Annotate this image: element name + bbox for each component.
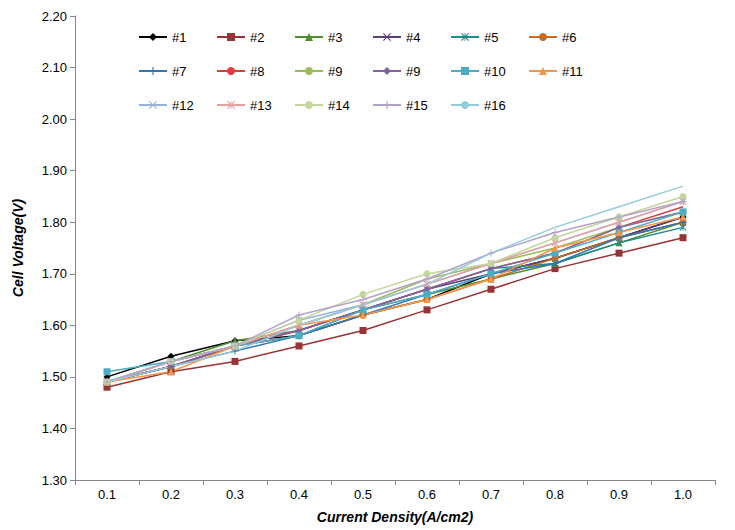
svg-text:1.90: 1.90 <box>42 163 67 178</box>
svg-text:#9: #9 <box>406 64 420 79</box>
svg-text:0.8: 0.8 <box>546 487 564 502</box>
svg-text:1.80: 1.80 <box>42 215 67 230</box>
svg-text:#2: #2 <box>250 30 264 45</box>
svg-text:0.6: 0.6 <box>418 487 436 502</box>
svg-text:Current Density(A/cm2): Current Density(A/cm2) <box>317 509 474 525</box>
svg-text:#4: #4 <box>406 30 420 45</box>
svg-text:#10: #10 <box>484 64 506 79</box>
svg-text:1.70: 1.70 <box>42 266 67 281</box>
svg-text:#5: #5 <box>484 30 498 45</box>
svg-text:1.60: 1.60 <box>42 318 67 333</box>
svg-text:1.50: 1.50 <box>42 369 67 384</box>
svg-text:#14: #14 <box>328 98 350 113</box>
svg-text:#1: #1 <box>172 30 186 45</box>
svg-text:0.4: 0.4 <box>290 487 308 502</box>
svg-text:2.00: 2.00 <box>42 112 67 127</box>
svg-text:0.7: 0.7 <box>482 487 500 502</box>
svg-text:#16: #16 <box>484 98 506 113</box>
svg-text:#3: #3 <box>328 30 342 45</box>
svg-text:#6: #6 <box>562 30 576 45</box>
svg-text:1.40: 1.40 <box>42 421 67 436</box>
svg-text:0.9: 0.9 <box>610 487 628 502</box>
svg-text:0.2: 0.2 <box>162 487 180 502</box>
svg-text:2.10: 2.10 <box>42 60 67 75</box>
svg-text:#12: #12 <box>172 98 194 113</box>
svg-text:#15: #15 <box>406 98 428 113</box>
svg-text:#8: #8 <box>250 64 264 79</box>
svg-text:0.1: 0.1 <box>98 487 116 502</box>
svg-text:1.30: 1.30 <box>42 473 67 488</box>
svg-text:Cell Voltage(V): Cell Voltage(V) <box>10 199 26 298</box>
svg-text:#7: #7 <box>172 64 186 79</box>
svg-text:1.0: 1.0 <box>674 487 692 502</box>
svg-text:#13: #13 <box>250 98 272 113</box>
svg-text:#9: #9 <box>328 64 342 79</box>
svg-text:#11: #11 <box>562 64 583 79</box>
svg-text:0.3: 0.3 <box>226 487 244 502</box>
svg-text:0.5: 0.5 <box>354 487 372 502</box>
svg-text:2.20: 2.20 <box>42 9 67 24</box>
